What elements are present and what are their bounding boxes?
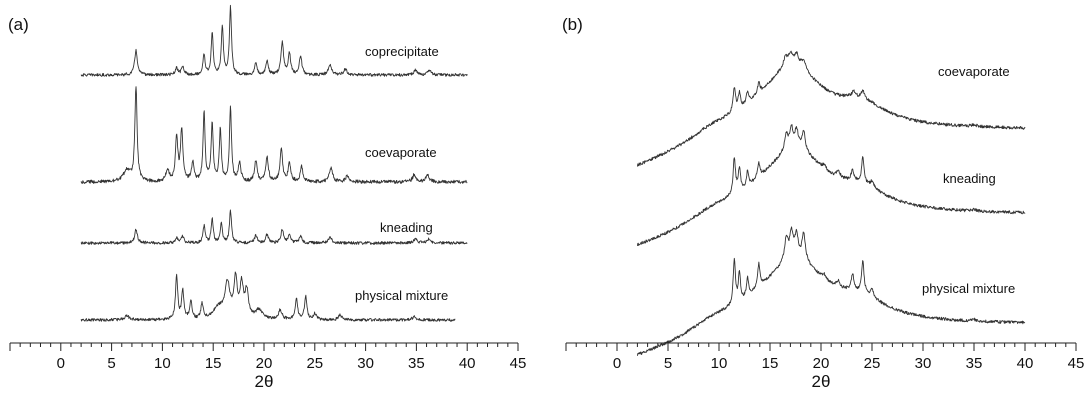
- x-tick-label: 25: [306, 355, 323, 372]
- x-tick-label: 5: [107, 355, 115, 372]
- trace-kneading: [80, 209, 468, 245]
- panel-a-ticks: 0 5 10 15 20 25 30 35 40 45: [9, 343, 527, 372]
- trace-coevaporate: [80, 86, 468, 184]
- x-tick-label: 45: [510, 355, 527, 372]
- series-label: physical mixture: [922, 281, 1015, 296]
- panel-a-x-axis-title: 2θ: [255, 372, 274, 391]
- x-tick-label: 15: [762, 355, 779, 372]
- x-tick-label: 0: [613, 355, 621, 372]
- series-label: coprecipitate: [365, 44, 439, 59]
- panel-a: (a) coprecipitate coevaporate kneading phys…: [8, 4, 527, 391]
- x-tick-label: 15: [205, 355, 222, 372]
- x-tick-label: 30: [357, 355, 374, 372]
- trace-coprecipitate: [80, 4, 468, 77]
- panel-b-series-labels: coevaporate kneading physical mixture: [922, 64, 1015, 296]
- x-tick-label: 45: [1068, 355, 1084, 372]
- series-label: physical mixture: [355, 288, 448, 303]
- x-tick-label: 35: [408, 355, 425, 372]
- panel-b-ticks: 0 5 10 15 20 25 30 35 40 45: [565, 343, 1084, 372]
- x-tick-label: 10: [154, 355, 171, 372]
- series-label: coevaporate: [365, 145, 437, 160]
- panel-a-series-labels: coprecipitate coevaporate kneading physical…: [355, 44, 448, 303]
- trace-physical-mixture: [80, 271, 456, 322]
- x-tick-label: 30: [915, 355, 932, 372]
- panel-a-traces: [80, 4, 468, 322]
- x-tick-label: 35: [966, 355, 983, 372]
- series-label: coevaporate: [938, 64, 1010, 79]
- series-label: kneading: [380, 220, 433, 235]
- trace-kneading: [636, 124, 1026, 247]
- x-tick-label: 40: [1017, 355, 1034, 372]
- x-tick-label: 40: [459, 355, 476, 372]
- panel-b-x-axis-title: 2θ: [812, 372, 831, 391]
- x-tick-label: 20: [256, 355, 273, 372]
- x-tick-label: 20: [813, 355, 830, 372]
- x-tick-label: 0: [57, 355, 65, 372]
- trace-coevaporate: [636, 50, 1026, 167]
- x-tick-label: 25: [864, 355, 881, 372]
- trace-physical-mixture: [636, 226, 1026, 356]
- panel-b-label: (b): [562, 15, 583, 34]
- x-tick-label: 10: [711, 355, 728, 372]
- panel-a-label: (a): [8, 15, 29, 34]
- x-tick-label: 5: [664, 355, 672, 372]
- panel-b-traces: [636, 50, 1026, 356]
- series-label: kneading: [943, 171, 996, 186]
